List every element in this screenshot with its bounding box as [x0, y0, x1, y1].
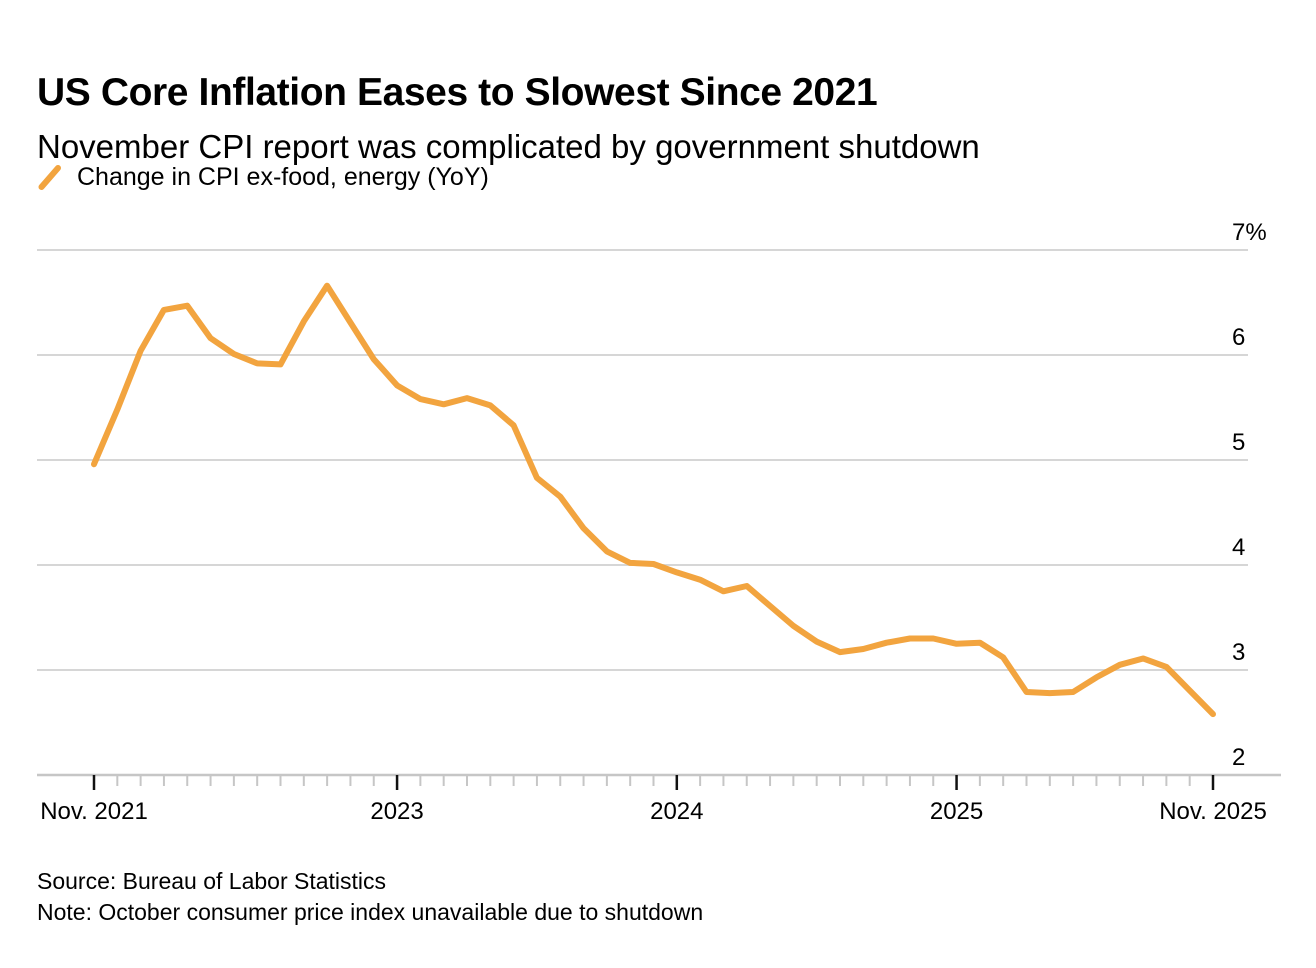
chart-footer: Source: Bureau of Labor Statistics Note:… [37, 866, 703, 928]
legend-swatch-stroke [38, 165, 61, 190]
x-axis-label: Nov. 2025 [1159, 798, 1267, 825]
y-axis-label: 7% [1232, 219, 1267, 246]
legend-series-label: Change in CPI ex-food, energy (YoY) [77, 163, 489, 191]
legend: Change in CPI ex-food, energy (YoY) [38, 163, 489, 192]
note-text: Note: October consumer price index unava… [37, 899, 704, 925]
source-text: Source: Bureau of Labor Statistics [37, 868, 387, 894]
y-axis-label: 4 [1232, 534, 1245, 561]
y-axis-label: 3 [1232, 639, 1245, 666]
x-axis-label: 2025 [930, 798, 983, 825]
legend-line-swatch-icon [38, 165, 61, 190]
y-axis-label: 6 [1232, 324, 1245, 351]
chart-title: US Core Inflation Eases to Slowest Since… [37, 71, 878, 115]
x-axis-label: Nov. 2021 [40, 798, 148, 825]
x-axis-label: 2023 [370, 798, 423, 825]
x-axis-label: 2024 [650, 798, 703, 825]
chart-subtitle: November CPI report was complicated by g… [37, 128, 980, 166]
y-axis-label: 5 [1232, 429, 1245, 456]
cpi-data-line [91, 282, 1216, 718]
y-axis-label: 2 [1232, 744, 1245, 771]
